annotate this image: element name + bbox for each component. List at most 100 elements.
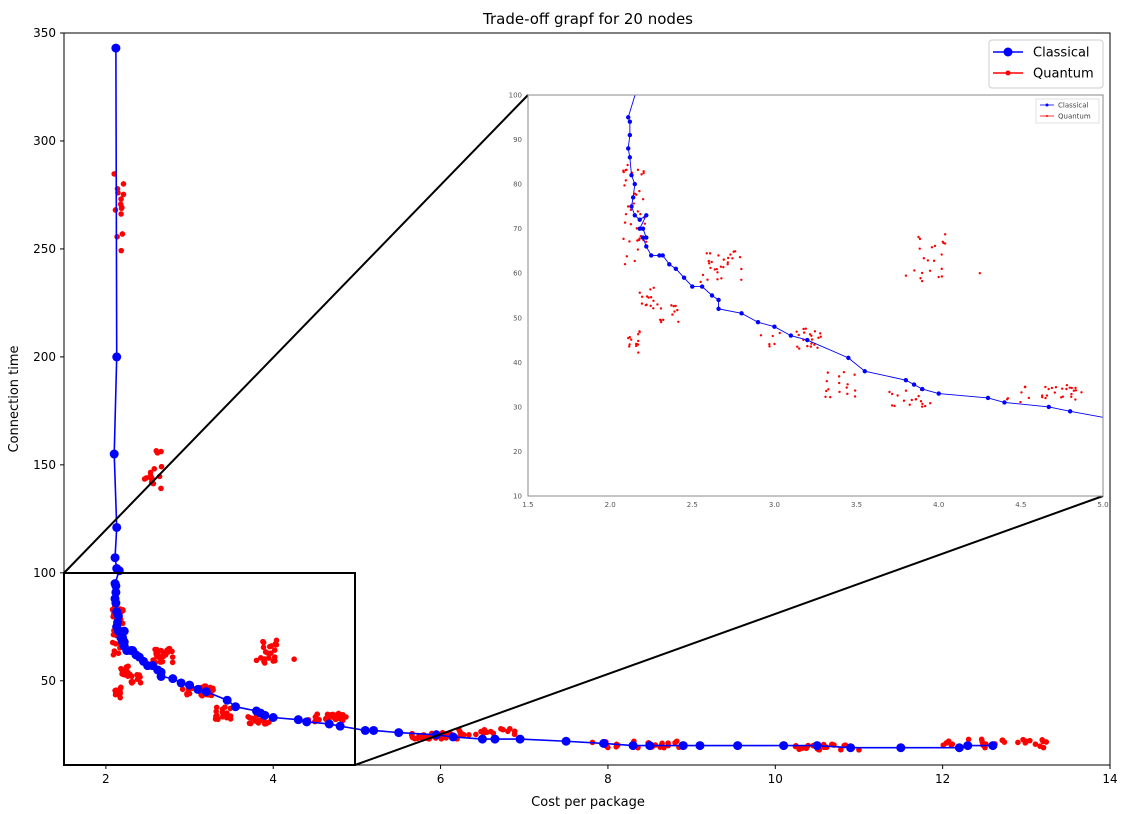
inset-quantum-point [921,402,924,406]
inset-quantum-point [726,256,730,260]
inset-y-tick-label: 20 [513,448,522,456]
inset-quantum-point [623,184,626,187]
inset-quantum-point [636,248,640,251]
inset-quantum-point [853,373,856,376]
quantum-point [247,720,254,727]
inset-quantum-point [636,168,640,172]
inset-legend-quantum: Quantum [1058,113,1091,121]
inset-quantum-point [1074,398,1077,401]
inset-classical-point [755,320,761,325]
quantum-point [253,657,260,664]
inset-quantum-point [652,286,655,289]
inset-quantum-point [719,265,723,268]
inset-quantum-point [827,388,830,391]
inset-quantum-point [707,259,711,263]
classical-point [156,671,166,681]
quantum-point [125,673,131,679]
inset-quantum-point [768,343,771,346]
inset-quantum-point [672,305,675,308]
inset-quantum-point [768,345,771,348]
quantum-point [137,679,144,686]
inset-quantum-point [919,277,922,280]
quantum-point [1040,744,1047,751]
inset-classical-point [673,266,679,271]
inset-quantum-point [940,253,943,256]
quantum-point [119,671,125,677]
inset-quantum-point [825,389,828,393]
inset-classical-point [627,119,633,124]
inset-y-tick-label: 10 [513,493,522,501]
inset-classical-point [630,195,636,200]
quantum-point [260,638,266,645]
inset-x-tick-label: 2.0 [605,501,616,509]
x-tick-label: 10 [768,772,783,786]
inset-classical-point [739,311,744,316]
classical-point [779,741,789,751]
classical-point [678,741,688,751]
inset-quantum-point [796,345,799,348]
classical-point [954,743,964,753]
inset-quantum-point [705,252,708,255]
inset-classical-point [985,395,991,401]
inset-quantum-point [920,271,924,275]
quantum-point [151,465,158,472]
legend-label-classical: Classical [1033,46,1090,61]
classical-point [111,581,121,591]
inset-quantum-point [825,379,828,383]
inset-quantum-point [910,398,914,402]
inset-quantum-point [1072,389,1076,392]
inset-quantum-point [1065,383,1069,387]
classical-point [963,741,973,751]
quantum-point [153,646,160,653]
quantum-point [118,665,124,672]
quantum-point [409,734,416,740]
inset-classical-point [1067,409,1073,414]
inset-quantum-point [797,333,800,337]
inset-quantum-point [893,404,896,408]
quantum-point [147,469,154,476]
y-tick-label: 150 [33,458,56,472]
inset-quantum-point [671,313,674,316]
quantum-point [148,475,155,482]
inset-quantum-point [644,240,648,243]
classical-point [111,598,121,608]
inset-quantum-point [629,222,633,226]
inset-quantum-point [676,308,679,312]
inset-quantum-point [920,405,924,408]
quantum-point [186,690,193,697]
quantum-point [268,650,274,657]
quantum-point [223,711,230,718]
quantum-point [117,201,124,208]
inset-quantum-point [829,395,832,399]
inset-y-tick-label: 60 [513,270,522,278]
quantum-point [112,207,119,213]
inset-classical-point [640,235,646,240]
quantum-point [158,485,164,492]
inset-classical-point [626,146,631,151]
quantum-point [169,654,176,660]
classical-point [260,710,270,720]
inset-quantum-point [1068,386,1071,389]
inset-quantum-point [926,259,930,262]
inset-quantum-point [717,254,720,257]
inset-quantum-point [652,307,655,310]
quantum-point [260,644,267,651]
quantum-point [478,728,484,735]
inset-classical-point [772,324,777,329]
x-tick-label: 4 [269,772,277,786]
inset-quantum-point [797,347,801,350]
inset-quantum-point [623,221,627,224]
inset-quantum-point [932,259,936,263]
inset-quantum-point [642,170,645,173]
classical-point [988,741,998,751]
quantum-point [272,641,279,647]
inset-quantum-point [978,272,981,275]
inset-quantum-point [629,338,633,341]
inset-classical-point [862,369,867,374]
inset-quantum-point [642,171,645,175]
inset-quantum-point [778,331,781,335]
inset-classical-point [788,333,794,338]
inset-quantum-point [890,404,894,407]
quantum-point [118,196,124,202]
classical-point [324,719,334,729]
